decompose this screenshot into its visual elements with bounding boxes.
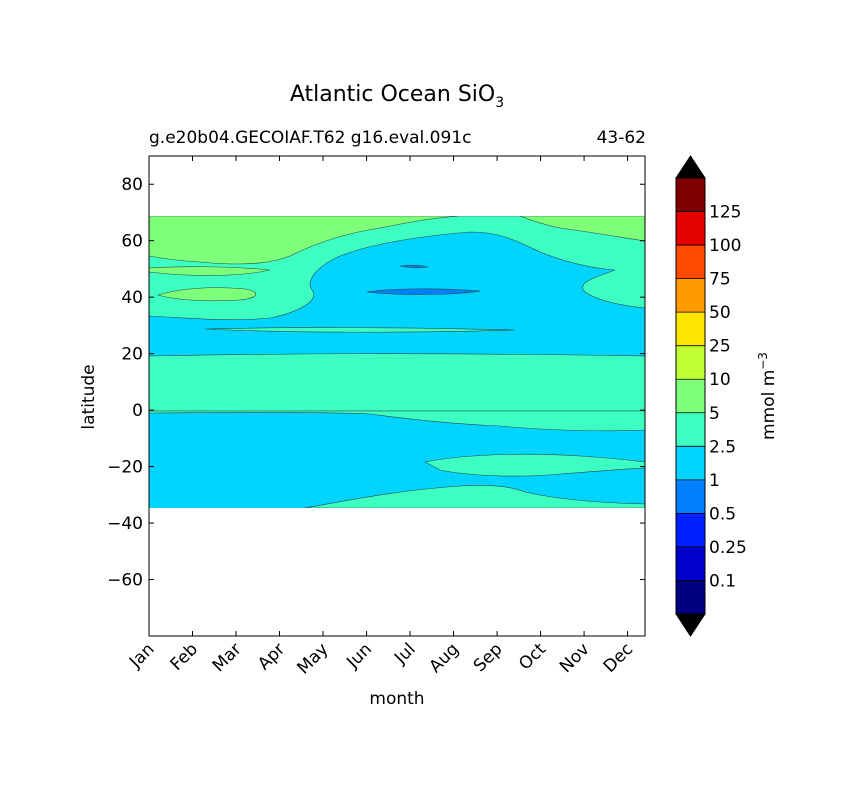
x-tick-label: Jan [125,639,158,672]
contour-field [149,216,645,508]
contour-core-min [366,288,481,295]
colorbar-tick-label: 0.1 [709,571,736,591]
colorbar-segment [676,379,705,413]
colorbar-tick-label: 2.5 [709,437,736,457]
colorbar-label: mmol m−3 [756,352,779,440]
colorbar-tick-label: 0.25 [709,538,747,558]
colorbar-tick-label: 75 [709,270,731,290]
chart-title: Atlantic Ocean SiO3 [290,82,504,111]
y-axis: 80 60 40 20 0 −20 −40 −60 [107,175,645,591]
title-main: Atlantic Ocean SiO [290,82,495,107]
x-tick-label: Oct [515,639,550,674]
colorbar-segment [676,479,705,514]
subtitle-right: 43-62 [597,128,646,148]
colorbar-tick-label: 125 [709,203,741,223]
y-tick-label: −40 [107,514,143,534]
y-tick-label: 80 [121,175,143,195]
subtitle-left: g.e20b04.GECOIAF.T62 g16.eval.091c [149,128,471,148]
x-tick-label: Feb [167,639,202,674]
y-tick-label: −60 [107,571,143,591]
y-tick-label: −20 [107,458,143,478]
x-tick-label: Nov [556,639,594,677]
colorbar-segment [676,312,705,346]
colorbar [675,155,706,637]
contour-north-high [149,216,645,265]
x-tick-label: Dec [600,639,637,676]
y-tick-label: 40 [121,288,143,308]
colorbar-over-arrow [675,155,706,179]
title-subscript: 3 [495,95,504,111]
x-axis-label: month [369,689,424,709]
colorbar-segment [676,513,705,547]
colorbar-tick-label: 1 [709,471,720,491]
contour-south-edge [304,484,645,508]
colorbar-segment [676,580,705,614]
colorbar-segment [676,211,705,246]
contour-patch-b [156,287,256,302]
colorbar-segment [676,412,705,447]
colorbar-segment [676,178,705,212]
x-tick-label: Jun [342,639,376,673]
contour-patch-a [149,266,271,276]
y-axis-label: latitude [79,364,99,429]
colorbar-under-arrow [675,613,706,637]
plot-frame [148,155,646,637]
y-tick-label: 20 [121,345,143,365]
colorbar-tick-label: 25 [709,337,731,357]
colorbar-label-superscript: −3 [756,352,770,370]
y-tick-label: 0 [132,401,143,421]
y-tick-label: 60 [121,232,143,252]
colorbar-segment [676,345,705,380]
colorbar-segment [676,245,705,279]
colorbar-label-main: mmol m [759,370,779,440]
colorbar-frame [675,177,706,615]
x-tick-label: May [294,639,333,678]
colorbar-tick-label: 100 [709,236,741,256]
colorbar-segment [676,446,705,480]
colorbar-tick-label: 50 [709,303,731,323]
x-tick-label: Mar [209,639,246,676]
colorbar-tick-label: 0.5 [709,504,736,524]
contour-south-upper [149,410,645,432]
contour-south-patch [424,453,645,477]
contour-equatorial-band [149,353,645,412]
colorbar-segment [676,546,705,581]
colorbar-tick-label: 10 [709,370,731,390]
colorbar-tick-label: 5 [709,404,720,424]
x-tick-label: Jul [390,639,419,668]
colorbar-labels: 0.1 0.25 0.5 1 2.5 5 10 25 50 75 100 125 [709,203,747,592]
x-tick-label: Apr [254,639,289,674]
colorbar-segment [676,278,705,313]
x-tick-label: Sep [470,639,507,676]
contour-core-speck [399,265,429,268]
contour-line-29n [204,327,516,333]
x-tick-label: Aug [425,639,463,677]
